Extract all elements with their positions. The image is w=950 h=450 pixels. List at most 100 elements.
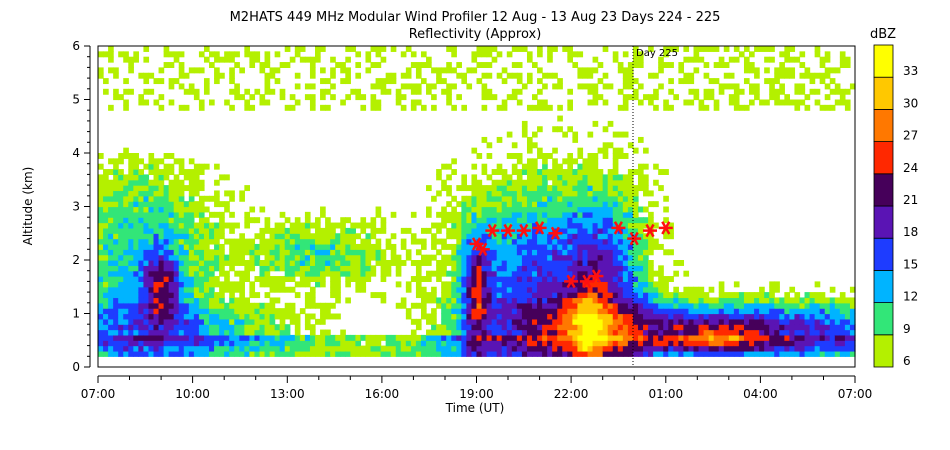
heatmap-cell — [643, 276, 649, 282]
heatmap-cell — [98, 350, 104, 357]
heatmap-cell — [653, 238, 659, 245]
heatmap-cell — [643, 249, 649, 256]
heatmap-cell — [264, 313, 271, 320]
x-tick-label: 07:00 — [838, 387, 873, 401]
heatmap-cell — [103, 286, 109, 293]
heatmap-cell — [627, 62, 634, 68]
heatmap-cell — [309, 243, 316, 250]
heatmap-cell — [668, 340, 674, 347]
heatmap-cell — [774, 324, 780, 331]
heatmap-cell — [269, 281, 276, 288]
heatmap-cell — [511, 233, 518, 240]
heatmap-cell — [138, 249, 145, 256]
heatmap-cell — [390, 233, 397, 240]
heatmap-cell — [138, 313, 145, 320]
heatmap-cell — [648, 281, 654, 288]
heatmap-cell — [178, 313, 185, 320]
heatmap-cell — [123, 185, 129, 192]
heatmap-cell — [153, 233, 160, 240]
heatmap-cell — [209, 345, 215, 352]
heatmap-cell — [103, 88, 109, 95]
heatmap-cell — [158, 340, 165, 347]
heatmap-cell — [749, 329, 755, 336]
heatmap-cell — [173, 201, 180, 208]
heatmap-cell — [673, 260, 679, 266]
heatmap-cell — [203, 83, 210, 90]
heatmap-cell — [466, 238, 473, 245]
heatmap-cell — [163, 238, 170, 245]
heatmap-cell — [526, 222, 533, 229]
heatmap-cell — [532, 211, 538, 218]
heatmap-cell — [496, 179, 503, 186]
heatmap-cell — [839, 313, 846, 320]
heatmap-cell — [98, 308, 104, 315]
heatmap-cell — [138, 302, 145, 309]
heatmap-cell — [138, 340, 145, 347]
heatmap-cell — [436, 211, 442, 218]
heatmap-cell — [733, 324, 740, 331]
heatmap-cell — [567, 260, 573, 266]
heatmap-cell — [632, 243, 639, 250]
heatmap-cell — [395, 99, 402, 106]
heatmap-cell — [274, 329, 281, 336]
heatmap-cell — [193, 163, 200, 170]
heatmap-cell — [557, 340, 563, 347]
heatmap-cell — [315, 222, 321, 229]
heatmap-cell — [269, 329, 276, 336]
heatmap-cell — [481, 329, 488, 336]
heatmap-cell — [567, 350, 573, 357]
heatmap-cell — [597, 329, 604, 336]
heatmap-cell — [496, 211, 503, 218]
heatmap-cell — [532, 286, 538, 293]
heatmap-cell — [521, 270, 528, 277]
heatmap-cell — [592, 243, 599, 250]
heatmap-cell — [370, 270, 377, 277]
heatmap-cell — [552, 206, 558, 213]
heatmap-cell — [400, 51, 407, 58]
heatmap-cell — [693, 334, 700, 341]
heatmap-cell — [410, 238, 417, 245]
heatmap-cell — [577, 276, 584, 282]
heatmap-cell — [622, 260, 629, 266]
heatmap-cell — [577, 281, 584, 288]
heatmap-cell — [320, 78, 326, 85]
heatmap-cell — [617, 185, 624, 192]
heatmap-cell — [557, 206, 563, 213]
heatmap-cell — [203, 334, 210, 341]
heatmap-cell — [562, 201, 568, 208]
heatmap-cell — [118, 292, 124, 299]
heatmap-cell — [496, 169, 503, 175]
heatmap-cell — [521, 222, 528, 229]
heatmap-cell — [224, 254, 230, 261]
heatmap-cell — [516, 88, 523, 95]
heatmap-cell — [542, 318, 548, 325]
heatmap-cell — [128, 340, 134, 347]
heatmap-cell — [764, 67, 770, 74]
heatmap-cell — [491, 329, 498, 336]
heatmap-cell — [123, 313, 129, 320]
heatmap-cell — [466, 281, 473, 288]
heatmap-cell — [562, 329, 568, 336]
heatmap-cell — [188, 329, 195, 336]
heatmap-cell — [779, 88, 785, 95]
heatmap-cell — [749, 308, 755, 315]
heatmap-cell — [229, 195, 235, 202]
heatmap-cell — [804, 94, 811, 101]
heatmap-cell — [733, 334, 740, 341]
heatmap-cell — [769, 56, 775, 63]
heatmap-cell — [108, 313, 114, 320]
heatmap-cell — [113, 249, 119, 256]
heatmap-cell — [622, 201, 629, 208]
heatmap-cell — [471, 147, 478, 154]
heatmap-cell — [128, 206, 134, 213]
heatmap-cell — [481, 136, 488, 143]
heatmap-cell — [118, 185, 124, 192]
heatmap-cell — [461, 238, 468, 245]
heatmap-cell — [103, 260, 109, 266]
heatmap-cell — [113, 329, 119, 336]
heatmap-cell — [163, 302, 170, 309]
heatmap-cell — [552, 313, 558, 320]
heatmap-cell — [794, 313, 801, 320]
heatmap-cell — [279, 281, 286, 288]
heatmap-cell — [738, 329, 745, 336]
